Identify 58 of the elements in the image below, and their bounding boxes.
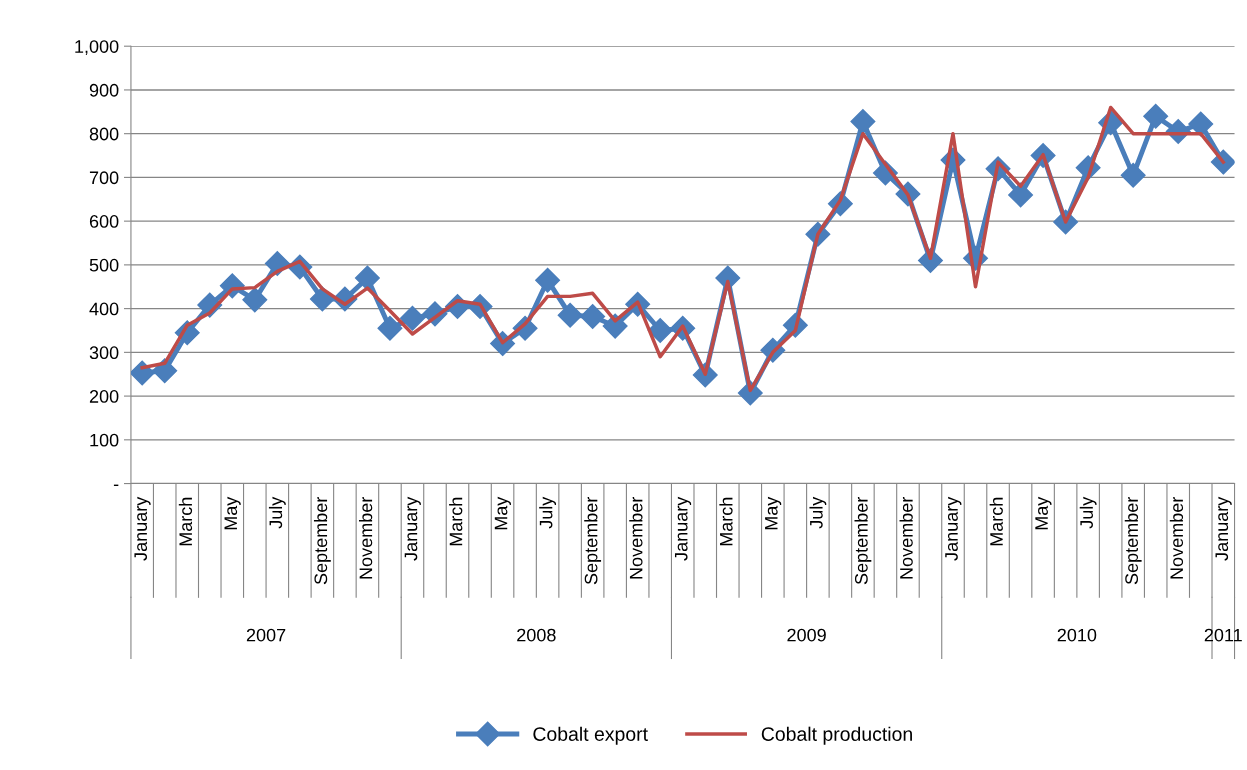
x-tick-label: July — [809, 496, 827, 529]
point — [580, 304, 606, 329]
x-tick-label: November — [359, 496, 373, 579]
x-tick-label: March — [178, 497, 193, 546]
y-tick-label: 600 — [89, 215, 119, 228]
x-tick-label: January — [1215, 496, 1232, 561]
y-tick-label: 200 — [89, 390, 119, 403]
point — [354, 265, 380, 291]
x-tick-label: March — [719, 497, 733, 546]
legend-label: Cobalt production — [761, 726, 912, 745]
x-tick-label: January — [945, 496, 962, 561]
point — [1120, 162, 1146, 188]
y-tick-label: 300 — [89, 346, 119, 360]
text: 2009 — [787, 628, 826, 642]
x-tick-label: July — [268, 496, 286, 529]
y-tick-label: 500 — [89, 258, 119, 272]
x-tick-label: November — [899, 496, 913, 579]
point — [399, 305, 425, 331]
y-tick-label: 1,000 — [75, 40, 119, 56]
y-tick-label: - — [113, 484, 119, 487]
x-tick-label: July — [1079, 496, 1097, 529]
point — [647, 318, 673, 343]
y-tick-label: 400 — [89, 302, 119, 316]
y-tick-label: 800 — [89, 127, 119, 141]
point — [557, 302, 583, 328]
x-tick-label: November — [629, 496, 643, 579]
legend-label: Cobalt export — [533, 726, 648, 745]
x-tick-label: March — [989, 497, 1003, 546]
y-tick-label: 700 — [89, 171, 119, 185]
y-tick-label: 100 — [90, 433, 119, 447]
x-tick-label: January — [134, 496, 151, 561]
point — [850, 108, 876, 134]
x-tick-label: September — [584, 496, 602, 585]
text: 2011 — [1204, 628, 1242, 642]
text: 2010 — [1057, 628, 1097, 642]
text: 2008 — [517, 628, 556, 642]
point — [242, 287, 268, 313]
x-tick-label: March — [449, 497, 463, 546]
x-tick-label: July — [539, 496, 557, 529]
x-tick-label: September — [1124, 496, 1142, 585]
x-tick-label: January — [404, 496, 421, 561]
x-tick-label: May — [765, 496, 782, 530]
text: 2007 — [246, 628, 286, 642]
point — [1188, 111, 1214, 137]
x-tick-label: May — [224, 496, 241, 530]
point — [377, 315, 403, 341]
point — [309, 286, 335, 312]
x-tick-label: November — [1169, 496, 1184, 579]
y-tick-label: 900 — [89, 83, 119, 97]
x-tick-label: May — [494, 496, 511, 530]
point — [535, 267, 561, 293]
point — [1143, 103, 1169, 129]
x-tick-label: September — [313, 496, 331, 585]
point — [130, 360, 155, 386]
x-tick-label: May — [1035, 496, 1052, 530]
x-tick-label: January — [674, 496, 692, 561]
x-tick-label: September — [854, 496, 872, 585]
point — [1008, 182, 1034, 208]
